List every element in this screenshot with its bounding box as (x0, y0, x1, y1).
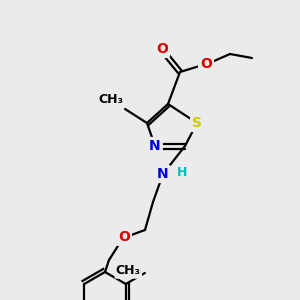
Text: O: O (156, 42, 168, 56)
Text: CH₃: CH₃ (98, 93, 123, 106)
Text: O: O (200, 57, 212, 71)
Text: N: N (157, 167, 169, 181)
Text: S: S (192, 116, 202, 130)
Text: CH₃: CH₃ (116, 265, 141, 278)
Text: N: N (149, 139, 161, 153)
Text: O: O (118, 230, 130, 244)
Text: H: H (177, 166, 188, 178)
